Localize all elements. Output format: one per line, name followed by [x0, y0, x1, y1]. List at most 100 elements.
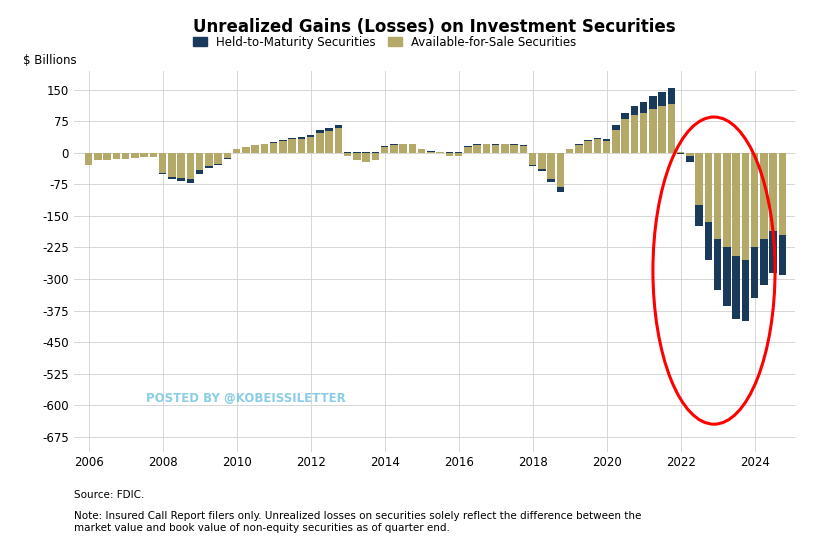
- Text: Source: FDIC.: Source: FDIC.: [74, 490, 144, 499]
- Bar: [519, 145, 527, 146]
- Bar: [390, 145, 397, 153]
- Bar: [565, 150, 572, 153]
- Bar: [500, 144, 508, 153]
- Bar: [85, 153, 93, 165]
- Bar: [621, 113, 628, 119]
- Bar: [667, 104, 674, 153]
- Bar: [602, 141, 609, 153]
- Bar: [214, 153, 222, 164]
- Bar: [584, 140, 591, 141]
- Bar: [464, 147, 471, 153]
- Bar: [371, 153, 378, 160]
- Bar: [306, 135, 314, 137]
- Bar: [537, 169, 545, 171]
- Bar: [547, 153, 554, 179]
- Bar: [196, 170, 203, 174]
- Bar: [750, 248, 758, 298]
- Bar: [713, 153, 721, 239]
- Bar: [584, 141, 591, 153]
- Bar: [297, 137, 305, 139]
- Bar: [537, 153, 545, 169]
- Bar: [187, 179, 194, 183]
- Bar: [224, 153, 231, 158]
- Bar: [390, 144, 397, 145]
- Bar: [214, 164, 222, 165]
- Bar: [686, 153, 693, 156]
- Bar: [731, 153, 739, 256]
- Bar: [695, 153, 702, 206]
- Bar: [464, 146, 471, 147]
- Bar: [418, 149, 425, 150]
- Bar: [242, 147, 249, 153]
- Bar: [704, 153, 711, 222]
- Bar: [159, 153, 166, 173]
- Bar: [612, 126, 619, 129]
- Bar: [778, 235, 785, 275]
- Bar: [343, 153, 351, 156]
- Bar: [667, 88, 674, 104]
- Bar: [233, 150, 240, 153]
- Bar: [473, 145, 480, 153]
- Bar: [778, 153, 785, 235]
- Text: Note: Insured Call Report filers only. Unrealized losses on securities solely re: Note: Insured Call Report filers only. U…: [74, 511, 640, 533]
- Bar: [269, 142, 277, 143]
- Bar: [556, 187, 563, 193]
- Bar: [334, 125, 342, 128]
- Bar: [427, 152, 434, 153]
- Bar: [574, 144, 582, 145]
- Bar: [731, 256, 739, 319]
- Bar: [446, 153, 453, 156]
- Bar: [528, 164, 536, 166]
- Bar: [676, 153, 684, 154]
- Bar: [547, 179, 554, 182]
- Bar: [473, 144, 480, 145]
- Bar: [676, 152, 684, 153]
- Bar: [602, 139, 609, 141]
- Bar: [353, 153, 360, 160]
- Bar: [140, 153, 147, 157]
- Bar: [741, 260, 749, 321]
- Bar: [768, 153, 776, 231]
- Bar: [686, 156, 693, 163]
- Bar: [278, 140, 286, 141]
- Bar: [574, 145, 582, 153]
- Bar: [334, 128, 342, 153]
- Bar: [103, 153, 111, 159]
- Bar: [649, 96, 656, 109]
- Bar: [565, 149, 572, 150]
- Bar: [491, 144, 499, 145]
- Bar: [593, 139, 600, 153]
- Bar: [288, 138, 296, 139]
- Bar: [528, 153, 536, 164]
- Bar: [288, 139, 296, 153]
- Bar: [325, 128, 333, 131]
- Bar: [251, 145, 259, 153]
- Bar: [205, 153, 212, 166]
- Bar: [695, 206, 702, 226]
- Bar: [316, 133, 324, 153]
- Bar: [381, 146, 388, 147]
- Bar: [399, 144, 406, 153]
- Bar: [297, 139, 305, 153]
- Bar: [519, 146, 527, 153]
- Bar: [639, 113, 646, 153]
- Text: $ Billions: $ Billions: [23, 54, 77, 67]
- Bar: [612, 129, 619, 153]
- Bar: [168, 177, 175, 180]
- Bar: [621, 119, 628, 153]
- Bar: [510, 145, 518, 153]
- Bar: [639, 102, 646, 113]
- Bar: [94, 153, 102, 160]
- Bar: [177, 153, 184, 178]
- Title: Unrealized Gains (Losses) on Investment Securities: Unrealized Gains (Losses) on Investment …: [193, 18, 675, 36]
- Bar: [278, 141, 286, 153]
- Bar: [381, 147, 388, 153]
- Bar: [122, 153, 129, 159]
- Bar: [649, 109, 656, 153]
- Bar: [759, 153, 767, 239]
- Bar: [224, 158, 231, 159]
- Bar: [427, 151, 434, 152]
- Bar: [408, 144, 415, 153]
- Bar: [150, 153, 157, 157]
- Bar: [741, 153, 749, 260]
